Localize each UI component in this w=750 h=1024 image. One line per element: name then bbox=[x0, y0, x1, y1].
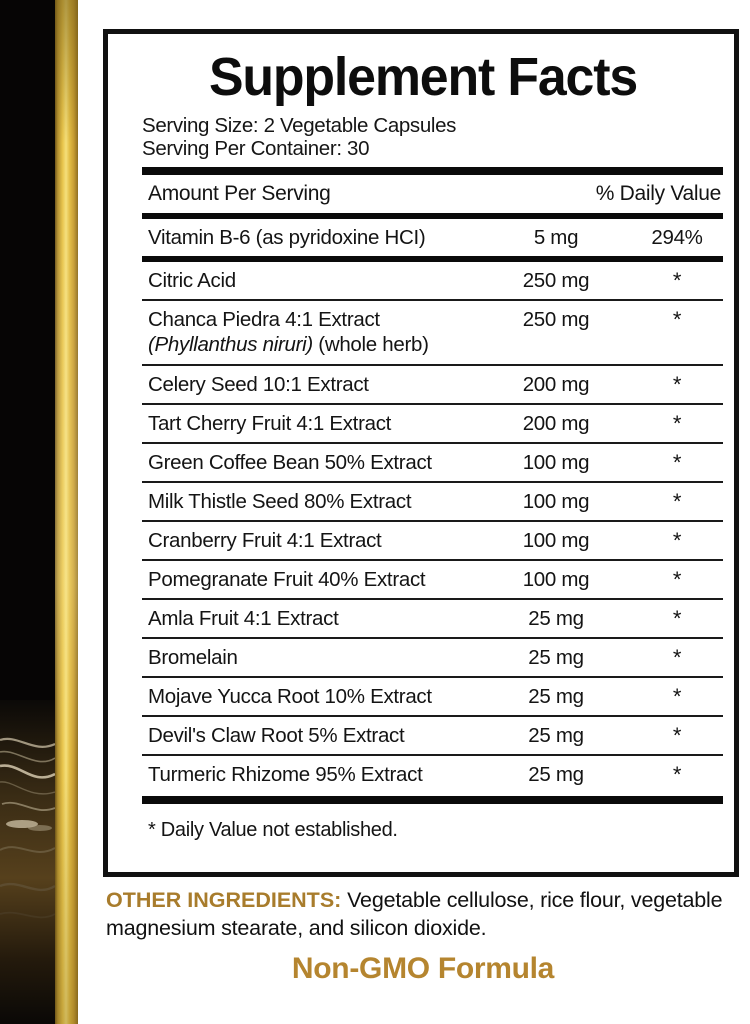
table-row: Mojave Yucca Root 10% Extract 25 mg * bbox=[142, 678, 723, 715]
nutrient-daily-value: * bbox=[672, 268, 682, 293]
rule-thick-header bbox=[142, 213, 723, 219]
table-row: Tart Cherry Fruit 4:1 Extract 200 mg * bbox=[142, 405, 723, 442]
table-row: Green Coffee Bean 50% Extract 100 mg * bbox=[142, 444, 723, 481]
nutrient-name: Devil's Claw Root 5% Extract bbox=[148, 724, 405, 747]
table-row: Cranberry Fruit 4:1 Extract 100 mg * bbox=[142, 522, 723, 559]
row-divider bbox=[142, 637, 723, 639]
nutrient-name: Mojave Yucca Root 10% Extract bbox=[148, 685, 432, 708]
smoke-swirl-icon bbox=[0, 700, 55, 1024]
nutrient-daily-value: * bbox=[672, 411, 682, 436]
botanical-name: (Phyllanthus niruri) bbox=[148, 333, 313, 356]
nutrient-amount: 25 mg bbox=[528, 685, 584, 708]
row-divider bbox=[142, 598, 723, 600]
rule-thick-after-vitamins bbox=[142, 256, 723, 262]
row-divider bbox=[142, 299, 723, 301]
nutrient-amount: 100 mg bbox=[522, 568, 590, 591]
nutrient-amount: 200 mg bbox=[522, 412, 590, 435]
row-divider bbox=[142, 481, 723, 483]
rule-thick-bottom bbox=[142, 796, 723, 804]
table-row: Turmeric Rhizome 95% Extract 25 mg * bbox=[142, 756, 723, 793]
nutrient-amount: 100 mg bbox=[522, 451, 590, 474]
nutrient-daily-value: * bbox=[672, 307, 682, 332]
nutrient-name: Milk Thistle Seed 80% Extract bbox=[148, 490, 412, 513]
rule-thick-top bbox=[142, 167, 723, 175]
row-divider bbox=[142, 364, 723, 366]
nutrient-daily-value: * bbox=[672, 450, 682, 475]
nutrient-name: Cranberry Fruit 4:1 Extract bbox=[148, 529, 382, 552]
nutrient-daily-value: * bbox=[672, 528, 682, 553]
table-row: Chanca Piedra 4:1 Extract 250 mg * bbox=[142, 301, 723, 332]
nutrient-amount: 5 mg bbox=[533, 226, 579, 249]
table-row: Amla Fruit 4:1 Extract 25 mg * bbox=[142, 600, 723, 637]
other-ingredients: OTHER INGREDIENTS: Vegetable cellulose, … bbox=[106, 886, 750, 942]
nutrient-amount: 25 mg bbox=[528, 724, 584, 747]
serving-size: Serving Size: 2 Vegetable Capsules bbox=[142, 114, 457, 137]
table-row: Celery Seed 10:1 Extract 200 mg * bbox=[142, 366, 723, 403]
row-divider bbox=[142, 754, 723, 756]
non-gmo-badge: Non-GMO Formula bbox=[291, 952, 555, 985]
row-divider bbox=[142, 676, 723, 678]
row-divider bbox=[142, 442, 723, 444]
supplement-facts-panel: Supplement Facts Serving Size: 2 Vegetab… bbox=[103, 29, 739, 877]
nutrient-daily-value: * bbox=[672, 606, 682, 631]
page-title: Supplement Facts bbox=[208, 47, 638, 107]
nutrient-amount: 25 mg bbox=[528, 646, 584, 669]
nutrient-amount: 100 mg bbox=[522, 490, 590, 513]
nutrient-name: Chanca Piedra 4:1 Extract bbox=[148, 308, 380, 331]
nutrient-name: Vitamin B-6 (as pyridoxine HCI) bbox=[148, 226, 426, 249]
nutrient-amount: 200 mg bbox=[522, 373, 590, 396]
table-header-row: Amount Per Serving % Daily Value bbox=[142, 175, 723, 213]
table-row: Bromelain 25 mg * bbox=[142, 639, 723, 676]
row-divider bbox=[142, 715, 723, 717]
nutrient-amount: 250 mg bbox=[522, 269, 590, 292]
table-row: Citric Acid 250 mg * bbox=[142, 262, 723, 299]
nutrient-daily-value: * bbox=[672, 723, 682, 748]
nutrient-daily-value: * bbox=[672, 684, 682, 709]
nutrient-amount: 25 mg bbox=[528, 763, 584, 786]
nutrient-amount: 100 mg bbox=[522, 529, 590, 552]
amount-per-serving-header: Amount Per Serving bbox=[148, 182, 331, 205]
daily-value-header: % Daily Value bbox=[595, 182, 722, 205]
nutrient-source-note: (Phyllanthus niruri) (whole herb) bbox=[142, 332, 723, 364]
table-row: Milk Thistle Seed 80% Extract 100 mg * bbox=[142, 483, 723, 520]
nutrient-name: Bromelain bbox=[148, 646, 238, 669]
nutrient-daily-value: * bbox=[672, 489, 682, 514]
table-row: Devil's Claw Root 5% Extract 25 mg * bbox=[142, 717, 723, 754]
plant-part: (whole herb) bbox=[312, 333, 429, 356]
nutrient-amount: 25 mg bbox=[528, 607, 584, 630]
nutrient-name: Turmeric Rhizome 95% Extract bbox=[148, 763, 423, 786]
nutrient-name: Green Coffee Bean 50% Extract bbox=[148, 451, 432, 474]
serving-info: Serving Size: 2 Vegetable Capsules Servi… bbox=[142, 114, 708, 160]
nutrient-name: Celery Seed 10:1 Extract bbox=[148, 373, 369, 396]
nutrient-name: Tart Cherry Fruit 4:1 Extract bbox=[148, 412, 392, 435]
nutrient-daily-value: * bbox=[672, 567, 682, 592]
nutrient-name: Amla Fruit 4:1 Extract bbox=[148, 607, 339, 630]
servings-per-container: Serving Per Container: 30 bbox=[142, 137, 370, 160]
row-divider bbox=[142, 520, 723, 522]
nutrient-name: Citric Acid bbox=[148, 269, 236, 292]
nutrient-name: Pomegranate Fruit 40% Extract bbox=[148, 568, 426, 591]
row-divider bbox=[142, 559, 723, 561]
table-row: Pomegranate Fruit 40% Extract 100 mg * bbox=[142, 561, 723, 598]
nutrient-amount: 250 mg bbox=[522, 308, 590, 331]
nutrient-daily-value: * bbox=[672, 762, 682, 787]
left-white-gap bbox=[78, 0, 103, 1024]
nutrient-daily-value: * bbox=[672, 372, 682, 397]
nutrient-daily-value: 294% bbox=[651, 226, 703, 249]
left-gold-stripe bbox=[55, 0, 78, 1024]
smoke-texture-decoration bbox=[0, 700, 55, 1024]
table-row: Vitamin B-6 (as pyridoxine HCI) 5 mg 294… bbox=[142, 219, 723, 256]
other-ingredients-label: OTHER INGREDIENTS: bbox=[106, 888, 342, 912]
daily-value-footnote: * Daily Value not established. bbox=[148, 819, 398, 841]
nutrient-daily-value: * bbox=[672, 645, 682, 670]
other-ingredients-text: Vegetable cellulose, rice flour, vegetab… bbox=[106, 888, 723, 940]
row-divider bbox=[142, 403, 723, 405]
